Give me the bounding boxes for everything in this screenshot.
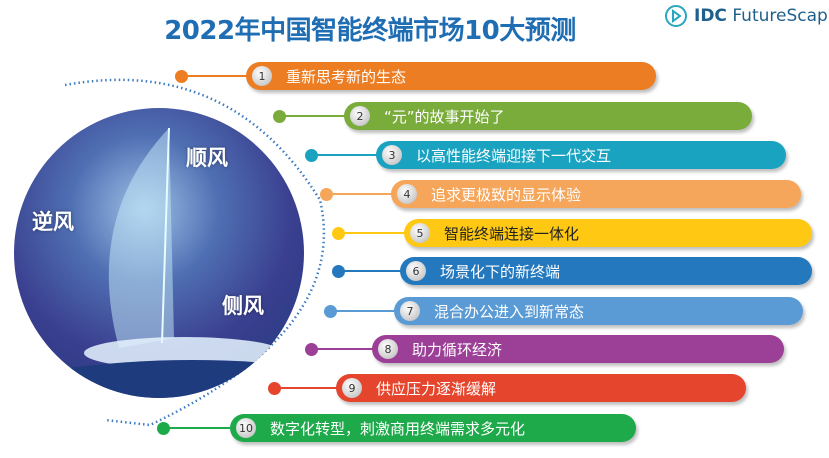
idc-logo: IDC FutureScap [664, 4, 828, 28]
prediction-number: 4 [397, 184, 417, 204]
connector-line [163, 427, 240, 429]
prediction-item: 1 重新思考新的生态 [246, 62, 656, 90]
prediction-number: 6 [406, 261, 426, 281]
headwind-label: 逆风 [32, 210, 74, 234]
connector-dot [324, 305, 337, 318]
prediction-text: 追求更极致的显示体验 [431, 185, 582, 204]
prediction-text: “元”的故事开始了 [384, 107, 505, 126]
prediction-number: 5 [410, 223, 430, 243]
prediction-item: 5 智能终端连接一体化 [404, 219, 812, 247]
sailboat-image: 顺风 逆风 侧风 [14, 108, 304, 398]
prediction-item: 6 场景化下的新终端 [400, 257, 812, 285]
prediction-item: 7 混合办公进入到新常态 [394, 297, 803, 325]
prediction-number: 2 [350, 106, 370, 126]
sail-graphic [14, 127, 304, 398]
prediction-text: 场景化下的新终端 [440, 262, 561, 281]
connector-line [279, 115, 354, 117]
connector-line [338, 270, 410, 272]
connector-line [311, 348, 382, 350]
logo-product: FutureScap [732, 6, 828, 26]
play-circle-icon [665, 5, 687, 27]
tailwind-label: 顺风 [186, 146, 228, 170]
prediction-item: 8 助力循环经济 [372, 335, 784, 363]
prediction-number: 8 [378, 339, 398, 359]
crosswind-label: 侧风 [222, 294, 264, 318]
connector-dot [320, 188, 333, 201]
connector-line [326, 193, 401, 195]
connector-line [338, 232, 414, 234]
prediction-item: 4 追求更极致的显示体验 [391, 180, 801, 208]
prediction-item: 3 以高性能终端迎接下一代交互 [376, 141, 786, 169]
prediction-number: 1 [252, 66, 272, 86]
prediction-item: 10 数字化转型，刺激商用终端需求多元化 [230, 414, 636, 442]
connector-line [274, 387, 346, 389]
prediction-text: 重新思考新的生态 [286, 67, 407, 86]
connector-line [311, 154, 386, 156]
prediction-text: 供应压力逐渐缓解 [376, 379, 497, 398]
prediction-item: 9 供应压力逐渐缓解 [336, 374, 746, 402]
prediction-number: 9 [342, 378, 362, 398]
prediction-number: 7 [400, 301, 420, 321]
prediction-item: 2 “元”的故事开始了 [344, 102, 752, 130]
connector-dot [273, 110, 286, 123]
connector-dot [305, 343, 318, 356]
prediction-text: 智能终端连接一体化 [444, 224, 580, 243]
prediction-text: 以高性能终端迎接下一代交互 [416, 146, 612, 165]
page-title: 2022年中国智能终端市场10大预测 [164, 16, 576, 46]
connector-dot [332, 227, 345, 240]
connector-line [181, 75, 256, 77]
prediction-text: 助力循环经济 [412, 340, 503, 359]
connector-dot [305, 149, 318, 162]
connector-dot [268, 382, 281, 395]
prediction-number: 3 [382, 145, 402, 165]
connector-line [330, 310, 404, 312]
connector-dot [157, 422, 170, 435]
prediction-number: 10 [236, 418, 256, 438]
prediction-text: 混合办公进入到新常态 [434, 302, 585, 321]
logo-brand: IDC [694, 6, 727, 26]
connector-dot [175, 70, 188, 83]
connector-dot [332, 265, 345, 278]
prediction-text: 数字化转型，刺激商用终端需求多元化 [270, 419, 526, 438]
